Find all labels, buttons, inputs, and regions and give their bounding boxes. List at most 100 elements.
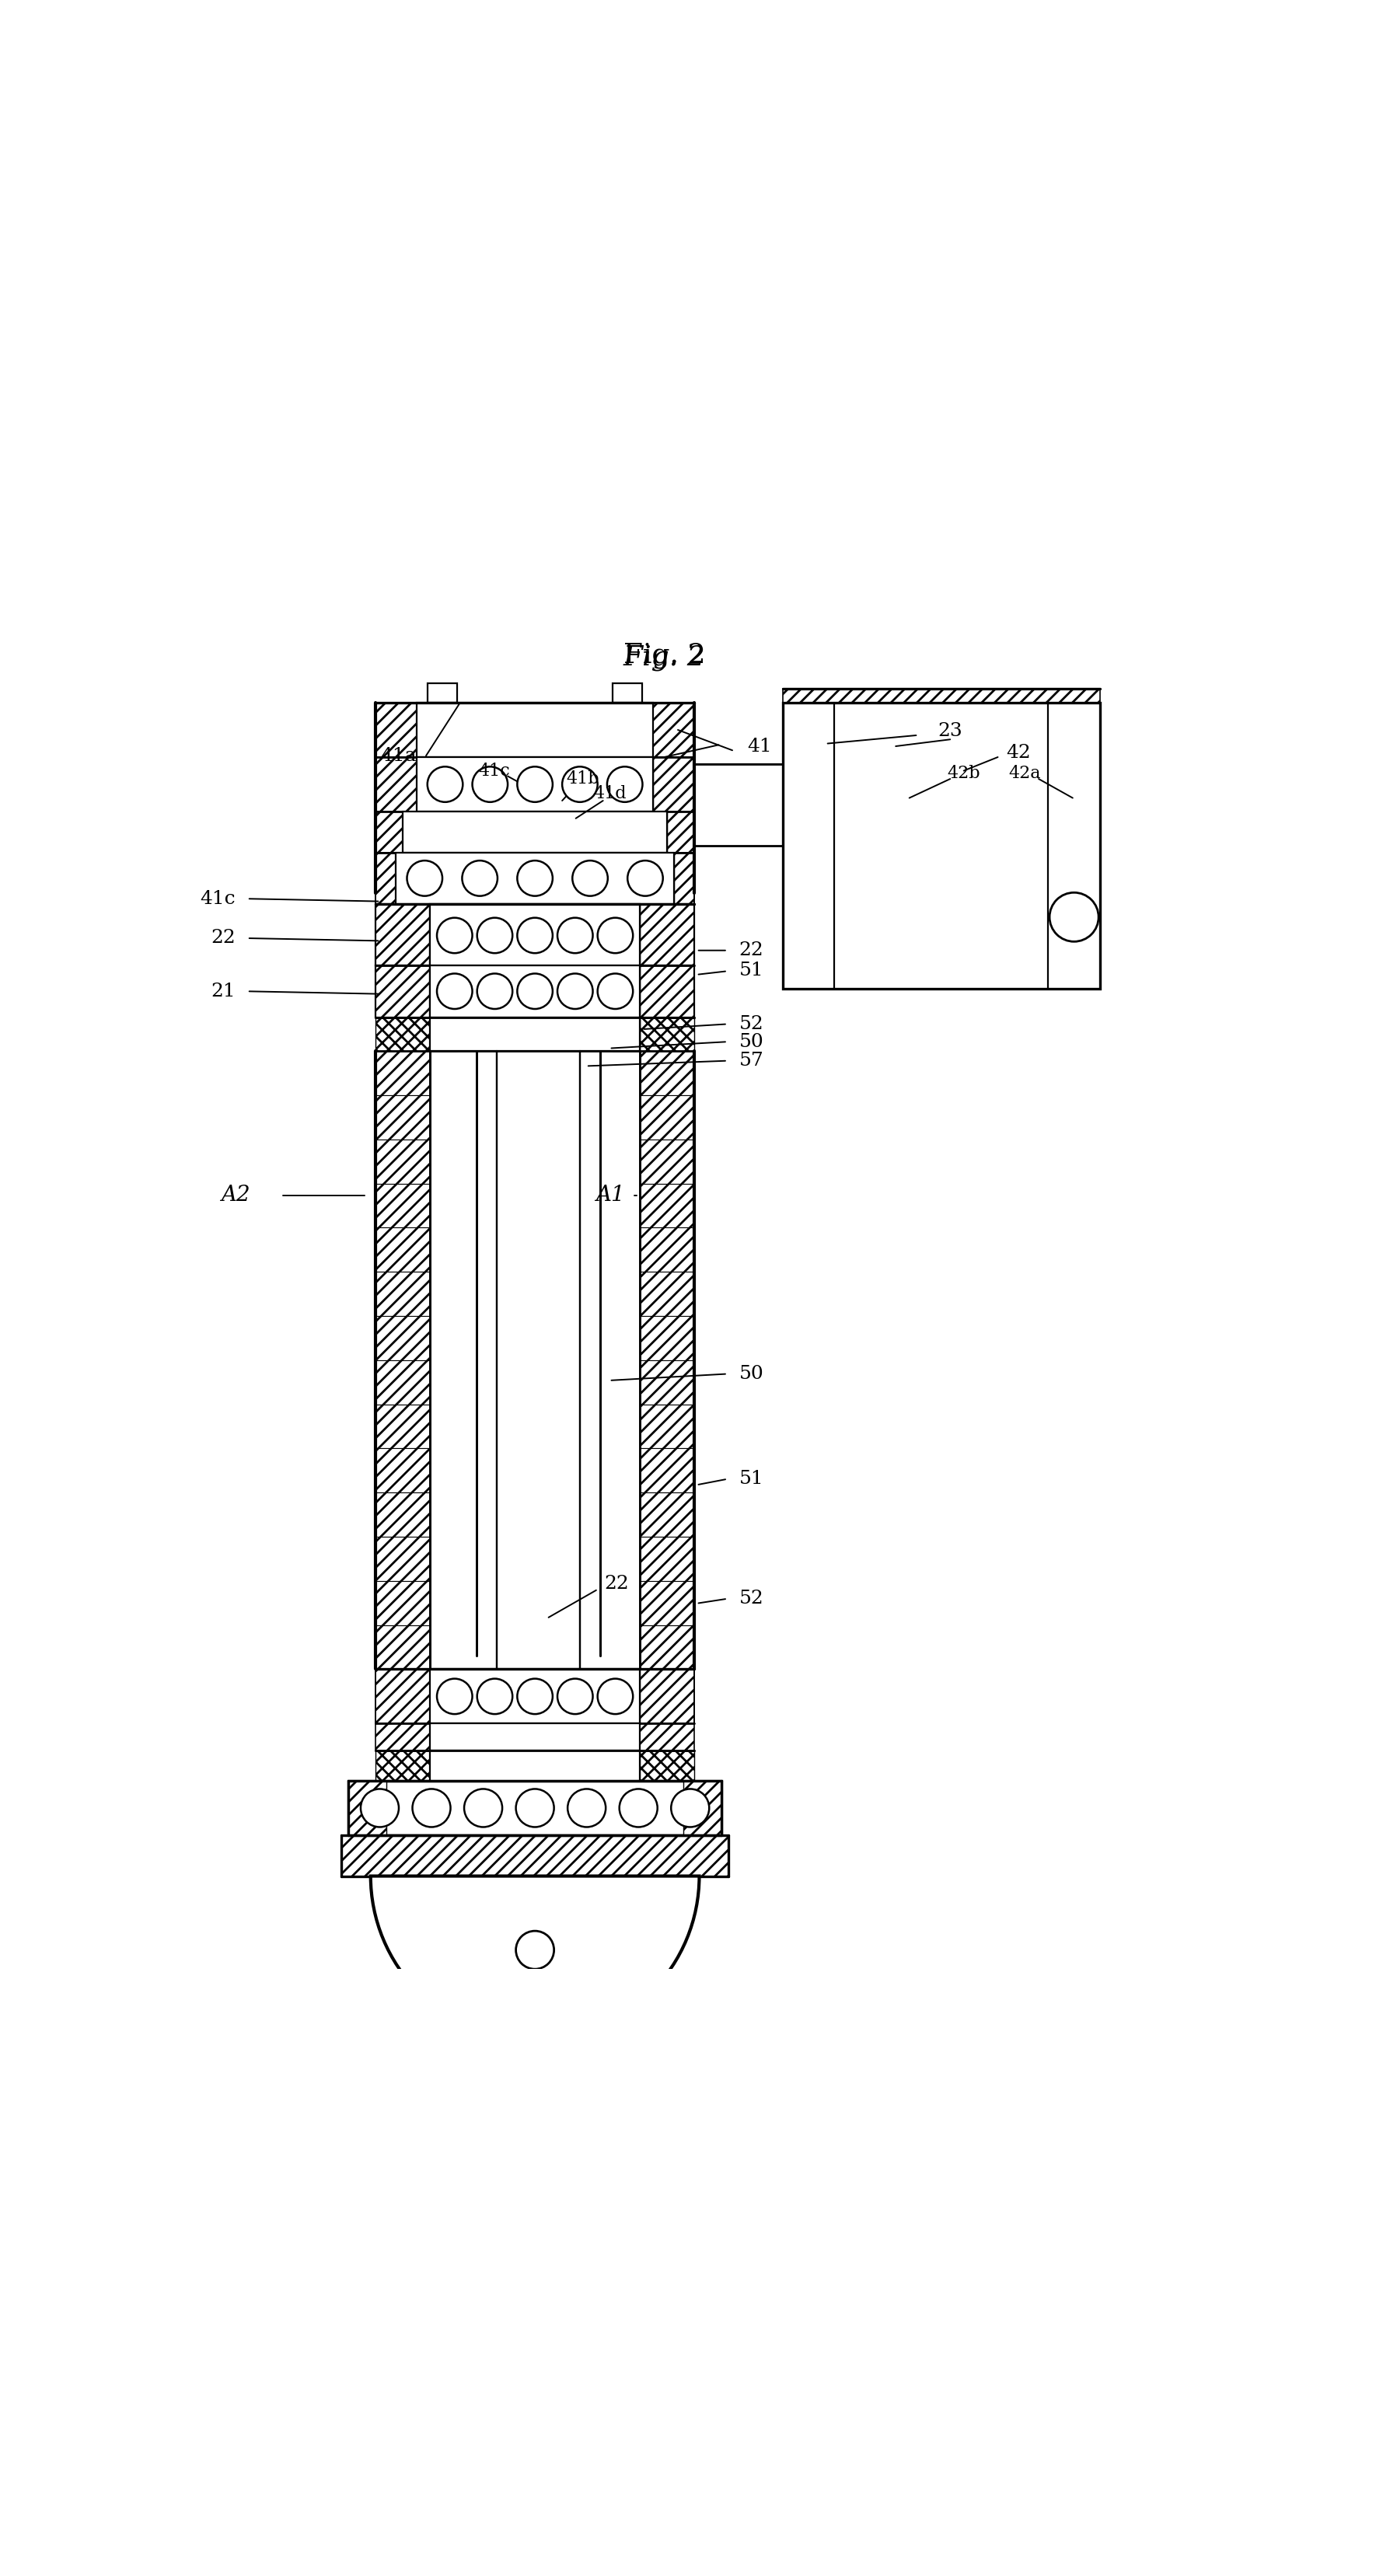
Polygon shape [653, 757, 694, 811]
Bar [349, 1780, 722, 1834]
Circle shape [516, 1932, 555, 1968]
Polygon shape [376, 853, 396, 904]
Polygon shape [376, 1182, 430, 1229]
Polygon shape [640, 1316, 694, 1360]
Polygon shape [376, 1316, 430, 1360]
Polygon shape [430, 966, 455, 1018]
Polygon shape [640, 1448, 694, 1492]
Polygon shape [376, 1095, 430, 1139]
Text: 41c: 41c [201, 889, 235, 907]
Circle shape [597, 917, 633, 953]
Polygon shape [613, 1018, 640, 1051]
Circle shape [437, 1680, 473, 1713]
Polygon shape [640, 904, 694, 966]
Circle shape [557, 917, 593, 953]
Bar [613, 683, 643, 703]
Text: 50: 50 [739, 1365, 763, 1383]
Bar [430, 1752, 640, 1780]
Circle shape [517, 974, 553, 1010]
Text: 51: 51 [739, 961, 763, 979]
Polygon shape [376, 1492, 430, 1538]
Bar [430, 1669, 640, 1723]
Polygon shape [640, 811, 667, 853]
Circle shape [427, 768, 463, 801]
Circle shape [437, 974, 473, 1010]
Text: 50: 50 [739, 1033, 763, 1051]
Circle shape [561, 768, 597, 801]
Circle shape [597, 974, 633, 1010]
Polygon shape [674, 853, 694, 904]
Polygon shape [640, 1538, 694, 1582]
Polygon shape [376, 1273, 430, 1316]
Text: 22: 22 [604, 1574, 629, 1592]
Polygon shape [783, 703, 834, 989]
Circle shape [517, 768, 553, 801]
Circle shape [517, 1680, 553, 1713]
Polygon shape [667, 811, 694, 853]
Circle shape [462, 860, 498, 896]
Polygon shape [430, 904, 458, 966]
Circle shape [567, 1788, 606, 1826]
Polygon shape [640, 1582, 694, 1625]
Text: 41c: 41c [479, 762, 510, 781]
Polygon shape [640, 1492, 694, 1538]
Text: 57: 57 [739, 1051, 763, 1069]
Circle shape [620, 1788, 657, 1826]
Polygon shape [620, 757, 653, 811]
Circle shape [573, 860, 607, 896]
Polygon shape [376, 757, 416, 811]
Bar [430, 1723, 640, 1752]
Bar [427, 683, 458, 703]
Polygon shape [376, 1448, 430, 1492]
Polygon shape [376, 1625, 430, 1669]
Text: 52: 52 [739, 1589, 763, 1607]
Text: 23: 23 [938, 721, 963, 739]
Bar [430, 1018, 640, 1051]
Polygon shape [376, 1723, 430, 1752]
Circle shape [361, 1788, 398, 1826]
Text: 51: 51 [739, 1471, 763, 1486]
Circle shape [607, 768, 643, 801]
Bar [396, 853, 674, 904]
Circle shape [473, 768, 508, 801]
Bar [431, 1051, 639, 1669]
Polygon shape [376, 811, 402, 853]
Polygon shape [683, 1780, 722, 1834]
Text: 22: 22 [739, 940, 763, 958]
Polygon shape [376, 904, 430, 966]
Wedge shape [371, 1875, 700, 2040]
Polygon shape [640, 853, 674, 904]
Polygon shape [430, 1669, 455, 1723]
Circle shape [407, 860, 443, 896]
Text: 42b: 42b [947, 765, 981, 783]
Polygon shape [349, 1780, 386, 1834]
Polygon shape [640, 1018, 694, 1051]
Text: 42: 42 [1005, 744, 1030, 762]
Circle shape [628, 860, 662, 896]
Circle shape [517, 917, 553, 953]
Polygon shape [640, 1229, 694, 1273]
Polygon shape [694, 832, 783, 845]
Polygon shape [640, 1051, 694, 1095]
Polygon shape [376, 1360, 430, 1404]
Polygon shape [640, 1139, 694, 1182]
Polygon shape [416, 757, 451, 811]
Polygon shape [613, 683, 643, 703]
Polygon shape [640, 1752, 694, 1780]
Polygon shape [783, 688, 1099, 703]
Polygon shape [640, 1360, 694, 1404]
Polygon shape [430, 1018, 458, 1051]
Polygon shape [342, 1834, 729, 1875]
Text: 41d: 41d [593, 786, 626, 801]
Bar [694, 765, 783, 845]
Bar [783, 703, 1099, 989]
Circle shape [557, 974, 593, 1010]
Bar [416, 703, 653, 757]
Text: 41b: 41b [566, 770, 599, 788]
Polygon shape [376, 1582, 430, 1625]
Circle shape [412, 1788, 451, 1826]
Text: 41a: 41a [380, 747, 416, 765]
Circle shape [1050, 891, 1098, 943]
Bar [430, 966, 640, 1018]
Polygon shape [615, 1669, 640, 1723]
